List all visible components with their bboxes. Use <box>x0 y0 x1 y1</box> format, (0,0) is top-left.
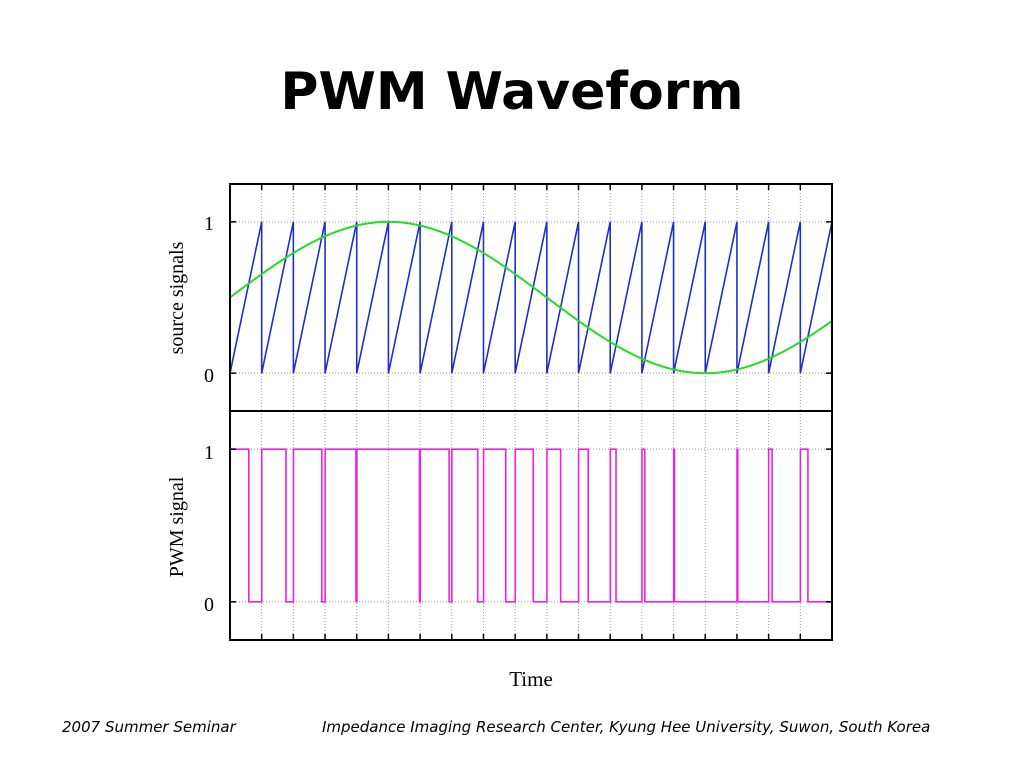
pwm-signal-plot <box>229 410 833 641</box>
footer-institution: Impedance Imaging Research Center, Kyung… <box>322 718 931 736</box>
y-tick-bottom-0: 0 <box>204 594 214 616</box>
x-axis-label: Time <box>509 667 553 691</box>
footer-seminar: 2007 Summer Seminar <box>62 718 236 736</box>
y-axis-label-pwm: PWM signal <box>166 476 188 577</box>
sine-series <box>229 220 833 375</box>
sawtooth-series <box>229 221 833 374</box>
y-tick-top-0: 0 <box>204 365 214 387</box>
pwm-series <box>230 448 833 603</box>
bottom-plot-frame <box>229 410 833 641</box>
y-tick-top-1: 1 <box>204 213 214 235</box>
source-signals-plot <box>229 183 833 412</box>
slide-title: PWM Waveform <box>280 62 744 122</box>
y-axis-label-source: source signals <box>166 241 188 354</box>
y-tick-bottom-1: 1 <box>204 442 214 464</box>
